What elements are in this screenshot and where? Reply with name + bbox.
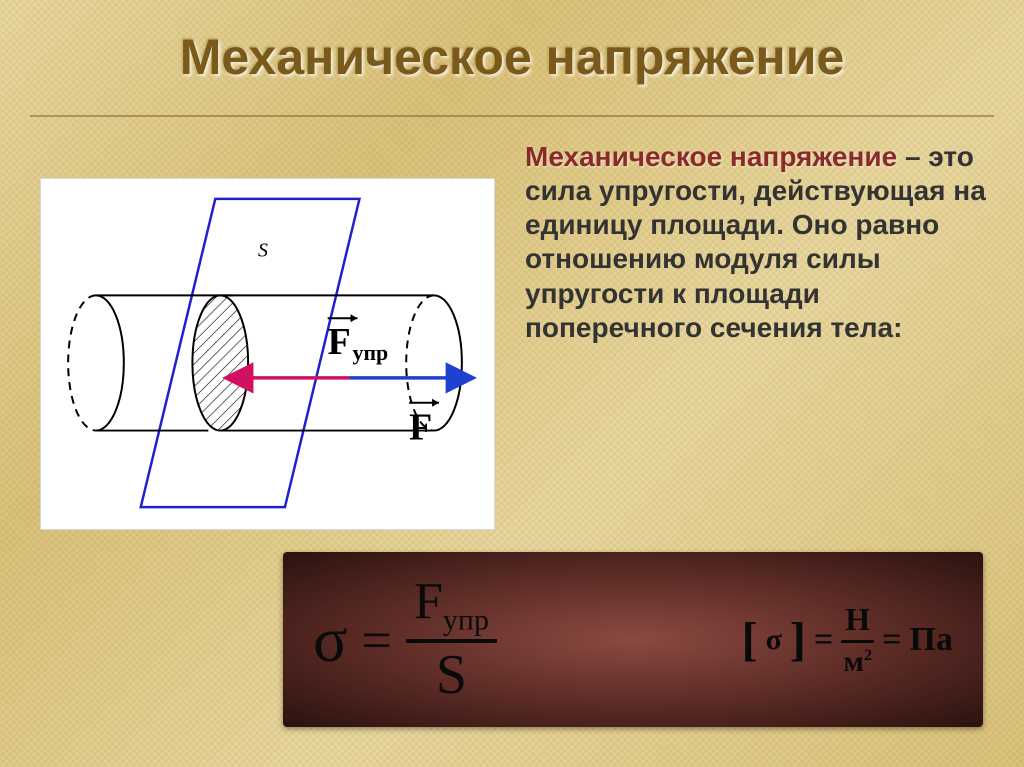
cross-section — [192, 295, 248, 430]
unit-exponent: 2 — [864, 647, 872, 664]
numerator: Fупр — [406, 576, 497, 639]
f-subscript: упр — [443, 603, 489, 636]
slide-title: Механическое напряжение — [0, 28, 1024, 86]
cylinder — [68, 295, 462, 430]
unit-fraction: Н м2 — [841, 601, 874, 679]
equals-sign: = — [362, 609, 392, 671]
unit-m: м — [844, 645, 864, 678]
unit-sigma: σ — [766, 623, 782, 657]
main-formula: σ = Fупр S — [313, 552, 497, 727]
cylinder-diagram: S F упр F — [40, 178, 495, 530]
svg-text:упр: упр — [353, 341, 389, 365]
cutting-plane — [141, 199, 360, 507]
unit-equals-2: = — [882, 621, 901, 659]
plane-area-label: S — [258, 240, 268, 262]
svg-text:F: F — [409, 407, 432, 449]
unit-equals-1: = — [814, 621, 833, 659]
bracket-open: [ — [742, 612, 758, 667]
sigma-symbol: σ — [313, 603, 348, 677]
f-upr-label: F упр — [328, 314, 389, 365]
definition-text: Механическое напряжение – это сила упруг… — [525, 140, 995, 345]
definition-term: Механическое напряжение — [525, 141, 897, 172]
denominator: S — [436, 643, 467, 703]
title-underline — [30, 115, 994, 117]
unit-numerator: Н — [841, 601, 874, 640]
unit-pascal: Па — [910, 621, 953, 659]
f-label: F — [409, 399, 439, 449]
slide: Механическое напряжение Механическое нап… — [0, 0, 1024, 767]
fraction: Fупр S — [406, 576, 497, 703]
f-symbol: F — [414, 573, 443, 630]
formula-panel: σ = Fупр S [σ] = Н м2 = Па — [283, 552, 983, 727]
unit-denominator: м2 — [844, 643, 872, 679]
bracket-close: ] — [790, 612, 806, 667]
svg-text:F: F — [328, 321, 351, 363]
unit-formula: [σ] = Н м2 = Па — [742, 552, 953, 727]
